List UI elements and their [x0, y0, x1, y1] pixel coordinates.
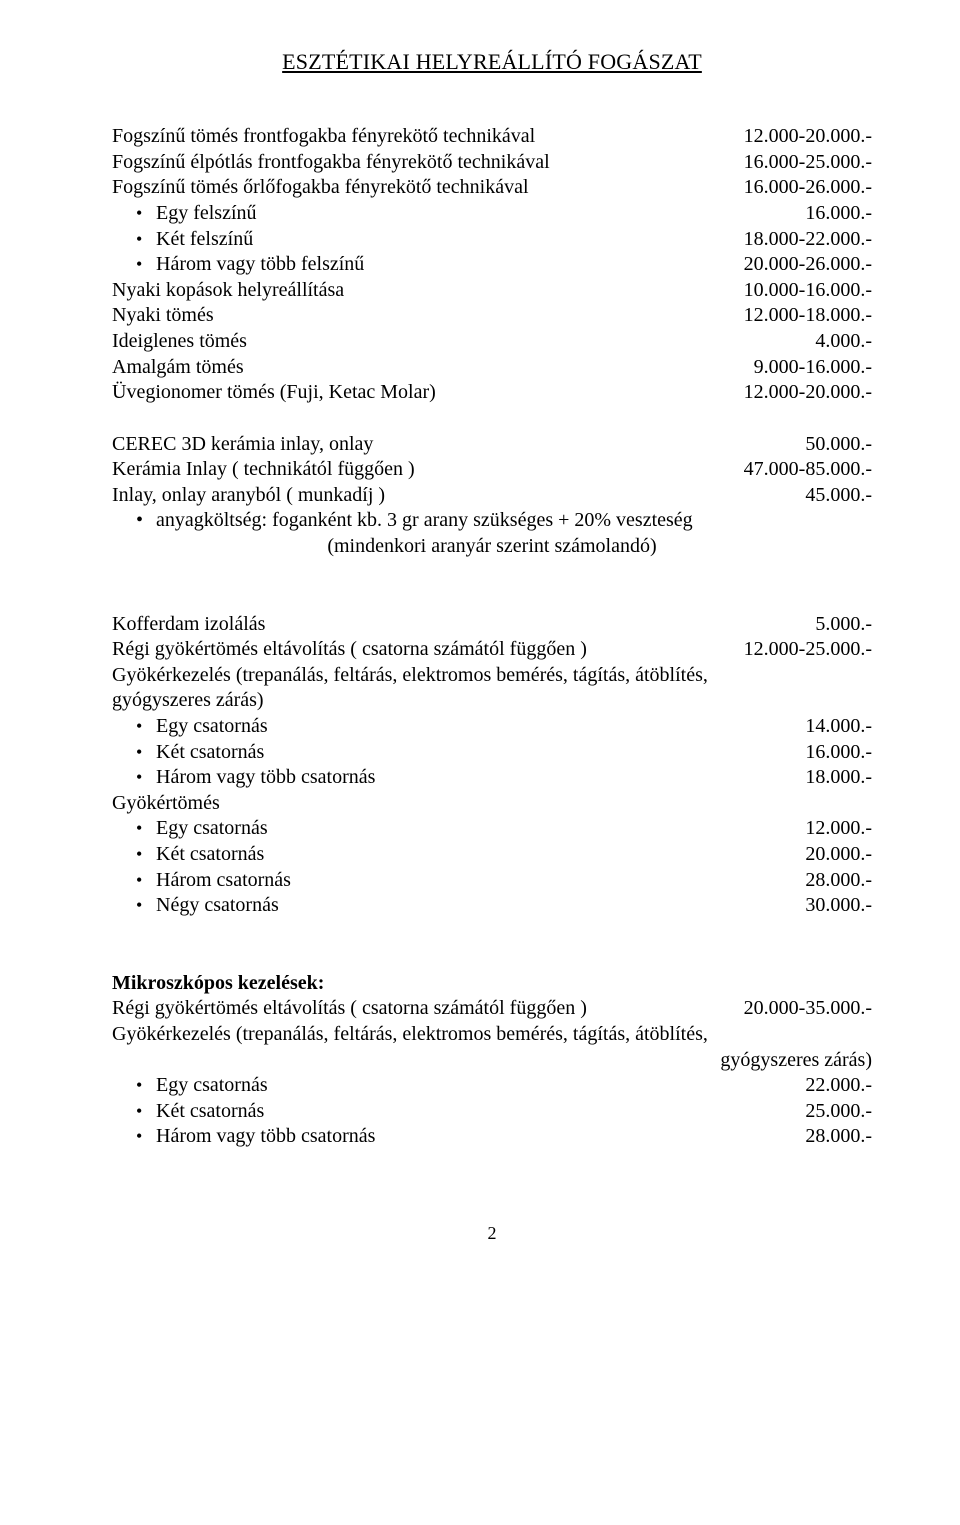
list-item: Nyaki tömés 12.000-18.000.-: [112, 303, 872, 329]
paragraph-line: Gyökérkezelés (trepanálás, feltárás, ele…: [112, 663, 872, 689]
list-subitem: Egy csatornás 12.000.-: [112, 816, 872, 842]
list-item: Régi gyökértömés eltávolítás ( csatorna …: [112, 996, 872, 1022]
item-label: Nyaki kopások helyreállítása: [112, 278, 728, 304]
list-subitem: Három vagy több felszínű 20.000-26.000.-: [112, 252, 872, 278]
item-label: Fogszínű tömés őrlőfogakba fényrekötő te…: [112, 175, 728, 201]
item-label: Nyaki tömés: [112, 303, 728, 329]
list-item: Nyaki kopások helyreállítása 10.000-16.0…: [112, 278, 872, 304]
item-label: Két csatornás: [156, 1099, 789, 1125]
note-line: (mindenkori aranyár szerint számolandó): [112, 534, 872, 560]
list-item: Amalgám tömés 9.000-16.000.-: [112, 355, 872, 381]
item-label: Kerámia Inlay ( technikától függően ): [112, 457, 728, 483]
item-label: Fogszínű tömés frontfogakba fényrekötő t…: [112, 124, 728, 150]
item-price: 10.000-16.000.-: [728, 278, 872, 304]
list-item: Üvegionomer tömés (Fuji, Ketac Molar) 12…: [112, 380, 872, 406]
list-item: Ideiglenes tömés 4.000.-: [112, 329, 872, 355]
item-price: 12.000-20.000.-: [728, 124, 872, 150]
item-price: 18.000-22.000.-: [728, 227, 872, 253]
item-label: Egy felszínű: [156, 201, 789, 227]
item-label: Két felszínű: [156, 227, 728, 253]
list-item: Kerámia Inlay ( technikától függően ) 47…: [112, 457, 872, 483]
item-label: Két csatornás: [156, 842, 789, 868]
item-price: 12.000-18.000.-: [728, 303, 872, 329]
item-price: 28.000.-: [789, 1124, 872, 1150]
list-subitem: Három csatornás 28.000.-: [112, 868, 872, 894]
item-price: 50.000.-: [789, 432, 872, 458]
item-price: 45.000.-: [789, 483, 872, 509]
item-price: 4.000.-: [799, 329, 872, 355]
item-label: Négy csatornás: [156, 893, 789, 919]
list-subitem: Egy csatornás 22.000.-: [112, 1073, 872, 1099]
item-label: Régi gyökértömés eltávolítás ( csatorna …: [112, 637, 728, 663]
item-label: Két csatornás: [156, 740, 789, 766]
item-price: 5.000.-: [799, 612, 872, 638]
item-price: 16.000.-: [789, 201, 872, 227]
item-price: 25.000.-: [789, 1099, 872, 1125]
item-label: Régi gyökértömés eltávolítás ( csatorna …: [112, 996, 728, 1022]
list-subitem: Három vagy több csatornás 28.000.-: [112, 1124, 872, 1150]
item-price: 16.000.-: [789, 740, 872, 766]
item-price: 28.000.-: [789, 868, 872, 894]
item-price: 12.000-25.000.-: [728, 637, 872, 663]
list-subitem: Egy felszínű 16.000.-: [112, 201, 872, 227]
item-label: Üvegionomer tömés (Fuji, Ketac Molar): [112, 380, 728, 406]
item-price: 20.000-35.000.-: [728, 996, 872, 1022]
note-line: •anyagköltség: foganként kb. 3 gr arany …: [112, 508, 872, 534]
list-subitem: Két csatornás 20.000.-: [112, 842, 872, 868]
item-label: Amalgám tömés: [112, 355, 738, 381]
item-label: Egy csatornás: [156, 1073, 789, 1099]
paragraph-line: gyógyszeres zárás): [112, 1048, 872, 1074]
item-label: Inlay, onlay aranyból ( munkadíj ): [112, 483, 789, 509]
section-heading: Mikroszkópos kezelések:: [112, 971, 872, 997]
item-price: 18.000.-: [789, 765, 872, 791]
item-label: CEREC 3D kerámia inlay, onlay: [112, 432, 789, 458]
item-price: 16.000-25.000.-: [728, 150, 872, 176]
list-item: Fogszínű tömés őrlőfogakba fényrekötő te…: [112, 175, 872, 201]
list-item: Inlay, onlay aranyból ( munkadíj ) 45.00…: [112, 483, 872, 509]
item-label: Egy csatornás: [156, 714, 789, 740]
item-label: Három vagy több csatornás: [156, 1124, 789, 1150]
item-price: 47.000-85.000.-: [728, 457, 872, 483]
item-label: Ideiglenes tömés: [112, 329, 799, 355]
item-price: 12.000-20.000.-: [728, 380, 872, 406]
list-item: Kofferdam izolálás 5.000.-: [112, 612, 872, 638]
item-price: 12.000.-: [789, 816, 872, 842]
item-label: Három vagy több felszínű: [156, 252, 728, 278]
list-subitem: Két csatornás 25.000.-: [112, 1099, 872, 1125]
sub-heading: Gyökértömés: [112, 791, 872, 817]
item-price: 16.000-26.000.-: [728, 175, 872, 201]
item-label: Három csatornás: [156, 868, 789, 894]
item-label: Három vagy több csatornás: [156, 765, 789, 791]
list-subitem: Egy csatornás 14.000.-: [112, 714, 872, 740]
list-item: Fogszínű tömés frontfogakba fényrekötő t…: [112, 124, 872, 150]
list-item: Régi gyökértömés eltávolítás ( csatorna …: [112, 637, 872, 663]
item-price: 20.000-26.000.-: [728, 252, 872, 278]
page-title: ESZTÉTIKAI HELYREÁLLÍTÓ FOGÁSZAT: [112, 48, 872, 76]
list-subitem: Két csatornás 16.000.-: [112, 740, 872, 766]
item-price: 14.000.-: [789, 714, 872, 740]
item-label: Fogszínű élpótlás frontfogakba fényreköt…: [112, 150, 728, 176]
item-price: 22.000.-: [789, 1073, 872, 1099]
list-subitem: Három vagy több csatornás 18.000.-: [112, 765, 872, 791]
paragraph-line: Gyökérkezelés (trepanálás, feltárás, ele…: [112, 1022, 872, 1048]
item-label: Kofferdam izolálás: [112, 612, 799, 638]
list-item: Fogszínű élpótlás frontfogakba fényreköt…: [112, 150, 872, 176]
item-price: 30.000.-: [789, 893, 872, 919]
note-text: anyagköltség: foganként kb. 3 gr arany s…: [156, 509, 693, 531]
paragraph-line: gyógyszeres zárás): [112, 688, 872, 714]
item-price: 20.000.-: [789, 842, 872, 868]
item-label: Egy csatornás: [156, 816, 789, 842]
item-price: 9.000-16.000.-: [738, 355, 872, 381]
list-subitem: Két felszínű 18.000-22.000.-: [112, 227, 872, 253]
list-item: CEREC 3D kerámia inlay, onlay 50.000.-: [112, 432, 872, 458]
page-number: 2: [112, 1222, 872, 1245]
list-subitem: Négy csatornás 30.000.-: [112, 893, 872, 919]
